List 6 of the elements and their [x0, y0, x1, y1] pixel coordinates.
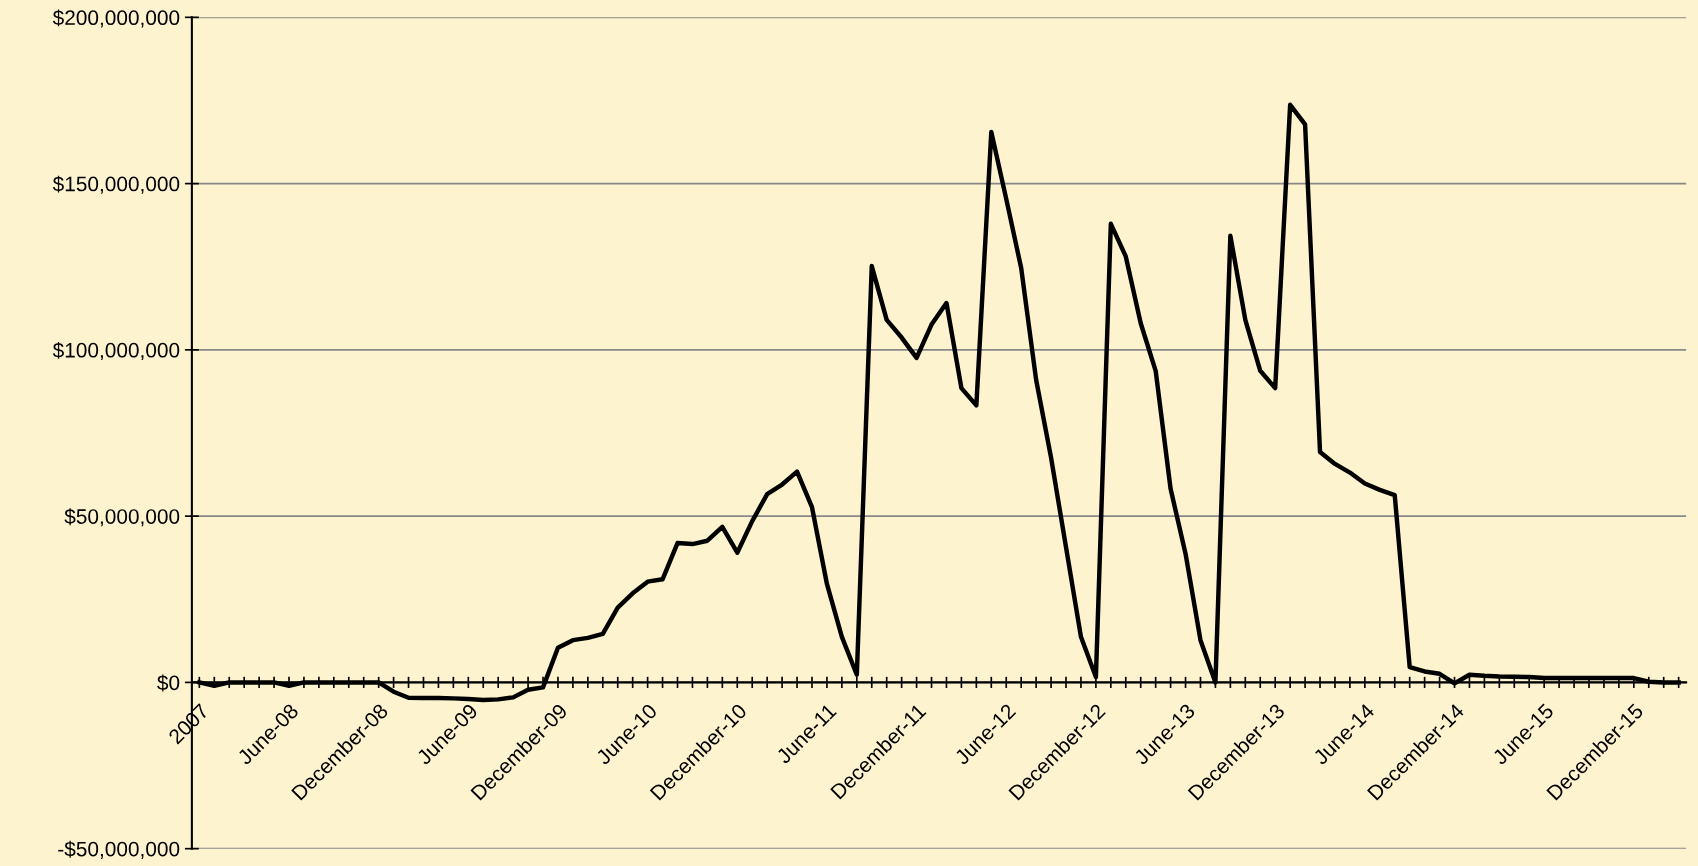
- y-tick-label: $0: [157, 674, 180, 692]
- y-tick-label: $200,000,000: [52, 9, 180, 28]
- y-tick-label: -$50,000,000: [58, 840, 180, 859]
- y-tick-label: $50,000,000: [64, 508, 180, 527]
- y-tick-label: $100,000,000: [52, 341, 180, 361]
- y-tick-label: $150,000,000: [52, 175, 180, 194]
